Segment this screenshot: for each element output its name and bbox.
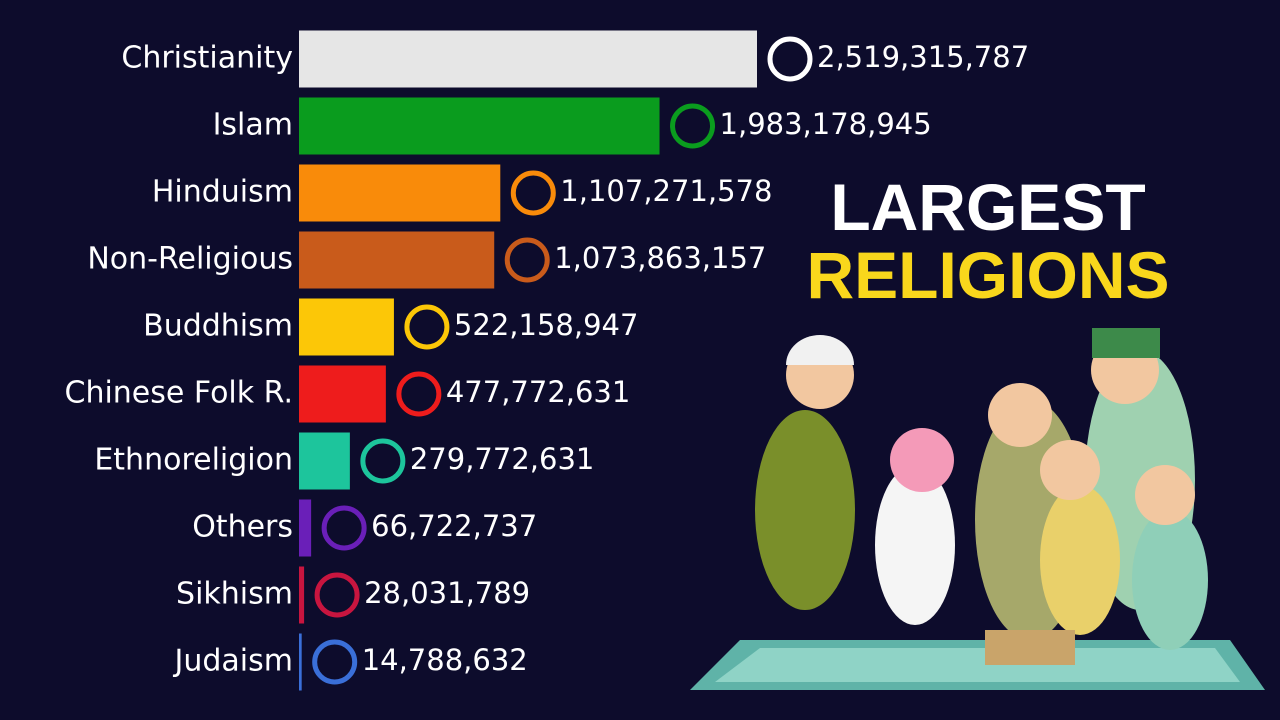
value-label: 14,788,632 xyxy=(362,643,528,677)
category-label: Christianity xyxy=(121,41,293,76)
category-label: Chinese Folk R. xyxy=(65,376,294,411)
chart-subtitle: RELIGIONS xyxy=(806,238,1169,312)
icon xyxy=(504,237,550,283)
bar xyxy=(299,164,501,222)
category-label: Judaism xyxy=(173,644,293,679)
bar xyxy=(299,365,386,423)
value-label: 1,107,271,578 xyxy=(560,174,772,208)
value-label: 477,772,631 xyxy=(446,375,631,409)
illustration xyxy=(690,328,1265,690)
value-label: 279,772,631 xyxy=(410,442,595,476)
category-label: Non-Religious xyxy=(87,242,293,277)
icon xyxy=(670,103,716,149)
value-label: 1,983,178,945 xyxy=(720,107,932,141)
icon xyxy=(314,572,360,618)
bar xyxy=(299,231,495,289)
icon xyxy=(510,170,556,216)
category-label: Ethnoreligion xyxy=(94,443,293,478)
category-label: Buddhism xyxy=(143,309,293,344)
value-label: 1,073,863,157 xyxy=(554,241,766,275)
value-label: 2,519,315,787 xyxy=(817,40,1029,74)
category-label: Others xyxy=(192,510,293,545)
icon xyxy=(312,639,358,685)
bar xyxy=(299,30,757,88)
category-label: Sikhism xyxy=(176,577,293,612)
chart-title: LARGEST xyxy=(830,170,1145,244)
icon xyxy=(396,371,442,417)
bar xyxy=(299,499,312,557)
icon xyxy=(321,505,367,551)
category-label: Islam xyxy=(213,108,293,143)
bar xyxy=(299,566,305,624)
icon xyxy=(360,438,406,484)
icon xyxy=(767,36,813,82)
category-label: Hinduism xyxy=(152,175,293,210)
value-label: 66,722,737 xyxy=(371,509,537,543)
bar xyxy=(299,432,350,490)
bar xyxy=(299,97,660,155)
value-label: 28,031,789 xyxy=(364,576,530,610)
icon xyxy=(404,304,450,350)
bar xyxy=(299,633,302,691)
bar xyxy=(299,298,394,356)
value-label: 522,158,947 xyxy=(454,308,639,342)
